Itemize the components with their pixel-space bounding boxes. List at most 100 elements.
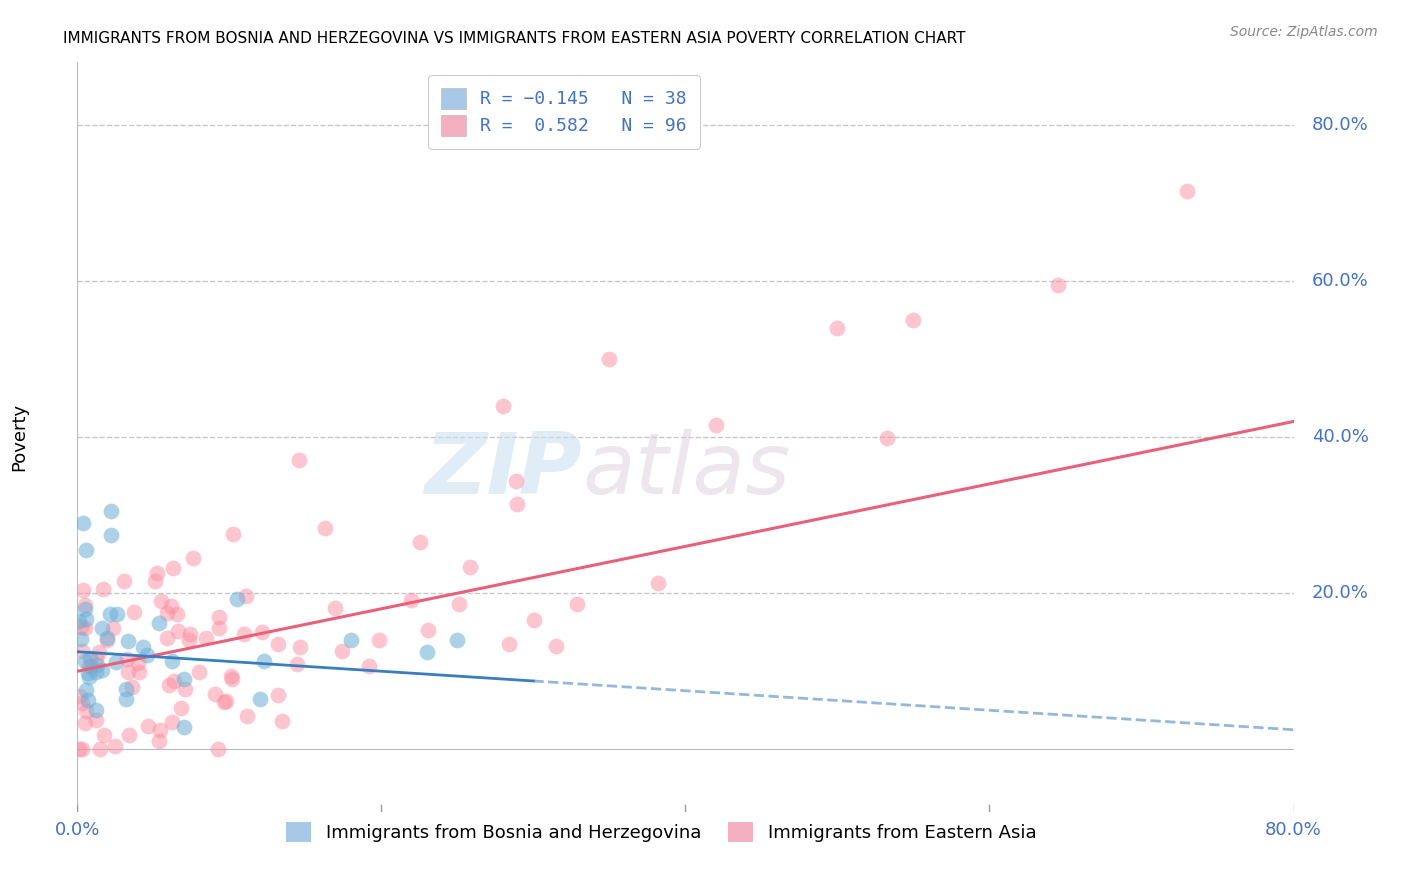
Immigrants from Eastern Asia xyxy=(827,320,849,334)
Immigrants from Eastern Asia xyxy=(67,742,90,756)
Text: 20.0%: 20.0% xyxy=(1312,584,1368,602)
Immigrants from Bosnia and Herzegovina xyxy=(72,516,94,530)
Immigrants from Eastern Asia xyxy=(221,672,243,686)
Immigrants from Eastern Asia xyxy=(166,607,188,622)
Immigrants from Eastern Asia xyxy=(73,716,96,731)
Immigrants from Eastern Asia xyxy=(89,645,111,659)
Immigrants from Bosnia and Herzegovina xyxy=(91,664,114,678)
Immigrants from Eastern Asia xyxy=(235,590,257,604)
Immigrants from Eastern Asia xyxy=(75,704,97,718)
Immigrants from Eastern Asia xyxy=(72,583,94,598)
Immigrants from Eastern Asia xyxy=(127,657,149,671)
Immigrants from Bosnia and Herzegovina xyxy=(100,504,122,518)
Immigrants from Bosnia and Herzegovina xyxy=(416,645,439,659)
Immigrants from Eastern Asia xyxy=(222,526,245,541)
Immigrants from Eastern Asia xyxy=(128,665,150,680)
Immigrants from Eastern Asia xyxy=(73,598,96,612)
Immigrants from Bosnia and Herzegovina xyxy=(75,683,97,698)
Immigrants from Eastern Asia xyxy=(104,739,127,753)
Immigrants from Eastern Asia xyxy=(117,665,139,679)
Immigrants from Bosnia and Herzegovina xyxy=(115,681,138,696)
Immigrants from Bosnia and Herzegovina xyxy=(69,632,91,647)
Immigrants from Eastern Asia xyxy=(163,673,186,688)
Immigrants from Eastern Asia xyxy=(70,644,93,658)
Immigrants from Bosnia and Herzegovina xyxy=(77,665,100,680)
Immigrants from Eastern Asia xyxy=(271,714,294,729)
Text: atlas: atlas xyxy=(582,429,790,512)
Immigrants from Eastern Asia xyxy=(250,625,273,640)
Immigrants from Bosnia and Herzegovina xyxy=(75,543,97,558)
Text: ZIP: ZIP xyxy=(425,429,582,512)
Immigrants from Eastern Asia xyxy=(876,431,898,445)
Immigrants from Bosnia and Herzegovina xyxy=(340,633,363,648)
Immigrants from Eastern Asia xyxy=(156,631,179,645)
Immigrants from Bosnia and Herzegovina xyxy=(67,614,90,628)
Immigrants from Bosnia and Herzegovina xyxy=(75,611,97,625)
Immigrants from Bosnia and Herzegovina xyxy=(226,592,249,607)
Immigrants from Bosnia and Herzegovina xyxy=(253,654,276,668)
Immigrants from Eastern Asia xyxy=(330,644,353,658)
Immigrants from Eastern Asia xyxy=(157,677,180,691)
Immigrants from Eastern Asia xyxy=(219,669,242,683)
Immigrants from Eastern Asia xyxy=(183,551,205,566)
Immigrants from Eastern Asia xyxy=(647,575,669,590)
Immigrants from Eastern Asia xyxy=(212,695,235,709)
Immigrants from Eastern Asia xyxy=(143,574,166,588)
Immigrants from Eastern Asia xyxy=(903,313,925,327)
Immigrants from Eastern Asia xyxy=(232,626,254,640)
Immigrants from Eastern Asia xyxy=(118,728,141,742)
Immigrants from Eastern Asia xyxy=(115,652,138,666)
Immigrants from Eastern Asia xyxy=(447,597,470,611)
Immigrants from Eastern Asia xyxy=(138,719,160,733)
Immigrants from Eastern Asia xyxy=(288,452,311,467)
Immigrants from Eastern Asia xyxy=(505,474,527,488)
Immigrants from Eastern Asia xyxy=(207,742,229,756)
Immigrants from Bosnia and Herzegovina xyxy=(73,602,96,616)
Immigrants from Eastern Asia xyxy=(162,561,184,575)
Immigrants from Eastern Asia xyxy=(195,631,218,645)
Immigrants from Eastern Asia xyxy=(150,594,173,608)
Immigrants from Bosnia and Herzegovina xyxy=(90,621,112,635)
Immigrants from Eastern Asia xyxy=(70,742,93,756)
Immigrants from Eastern Asia xyxy=(506,497,529,511)
Immigrants from Eastern Asia xyxy=(169,701,191,715)
Immigrants from Bosnia and Herzegovina xyxy=(446,633,468,648)
Text: 0.0%: 0.0% xyxy=(55,822,100,839)
Immigrants from Eastern Asia xyxy=(565,597,588,611)
Immigrants from Bosnia and Herzegovina xyxy=(100,527,122,541)
Immigrants from Eastern Asia xyxy=(215,694,238,708)
Immigrants from Eastern Asia xyxy=(148,734,170,748)
Legend: Immigrants from Bosnia and Herzegovina, Immigrants from Eastern Asia: Immigrants from Bosnia and Herzegovina, … xyxy=(277,813,1046,851)
Immigrants from Eastern Asia xyxy=(204,687,226,701)
Immigrants from Bosnia and Herzegovina xyxy=(105,607,128,621)
Immigrants from Bosnia and Herzegovina xyxy=(79,651,101,665)
Immigrants from Eastern Asia xyxy=(84,714,107,728)
Immigrants from Eastern Asia xyxy=(523,613,546,627)
Immigrants from Eastern Asia xyxy=(179,627,201,641)
Immigrants from Eastern Asia xyxy=(544,639,567,653)
Immigrants from Eastern Asia xyxy=(1175,184,1198,198)
Immigrants from Eastern Asia xyxy=(69,620,91,634)
Immigrants from Bosnia and Herzegovina xyxy=(173,720,195,734)
Immigrants from Eastern Asia xyxy=(498,637,520,651)
Text: 60.0%: 60.0% xyxy=(1312,272,1368,290)
Immigrants from Eastern Asia xyxy=(179,633,201,648)
Immigrants from Eastern Asia xyxy=(368,632,391,647)
Immigrants from Eastern Asia xyxy=(69,689,91,703)
Immigrants from Bosnia and Herzegovina xyxy=(117,633,139,648)
Immigrants from Bosnia and Herzegovina xyxy=(98,607,121,621)
Text: Source: ZipAtlas.com: Source: ZipAtlas.com xyxy=(1230,25,1378,39)
Text: Poverty: Poverty xyxy=(11,403,28,471)
Immigrants from Eastern Asia xyxy=(89,742,111,756)
Immigrants from Eastern Asia xyxy=(93,727,115,741)
Immigrants from Eastern Asia xyxy=(357,659,380,673)
Immigrants from Eastern Asia xyxy=(418,624,440,638)
Immigrants from Bosnia and Herzegovina xyxy=(96,631,118,645)
Immigrants from Bosnia and Herzegovina xyxy=(136,648,159,662)
Immigrants from Bosnia and Herzegovina xyxy=(75,654,97,668)
Immigrants from Eastern Asia xyxy=(84,650,107,665)
Immigrants from Eastern Asia xyxy=(314,521,336,535)
Immigrants from Eastern Asia xyxy=(288,640,311,655)
Immigrants from Eastern Asia xyxy=(77,659,100,673)
Immigrants from Eastern Asia xyxy=(121,680,143,694)
